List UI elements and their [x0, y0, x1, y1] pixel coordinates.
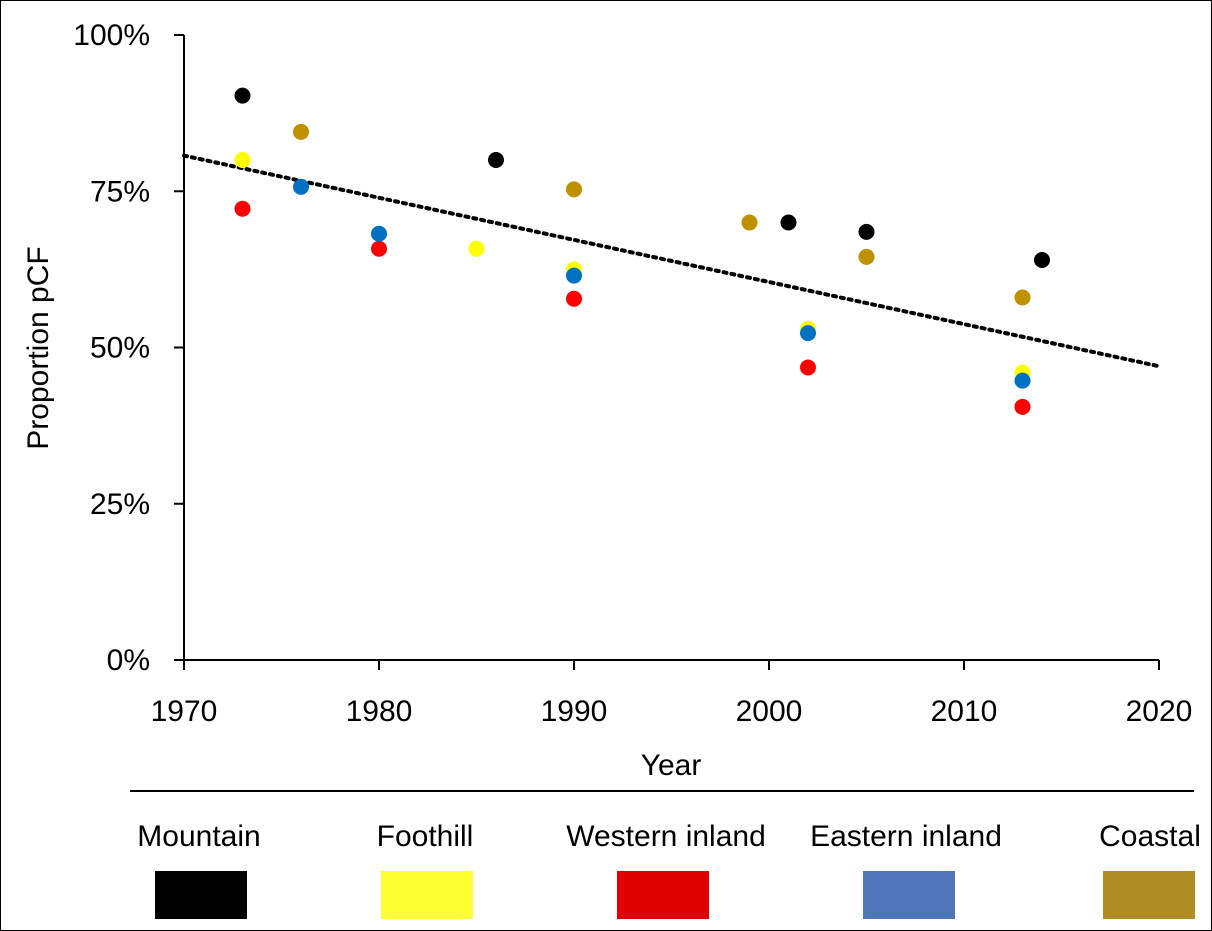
y-tick-label: 75%: [90, 175, 150, 208]
point-eastern-inland: [371, 225, 387, 242]
legend-label-western-inland: Western inland: [566, 820, 766, 853]
y-tick-label: 0%: [107, 644, 150, 677]
point-foothill: [234, 152, 251, 168]
x-tick-label: 2010: [931, 695, 998, 728]
legend-label-foothill: Foothill: [377, 820, 474, 853]
legend-swatch-mountain: [155, 871, 247, 919]
trendline: [182, 153, 1161, 369]
point-coastal: [858, 248, 875, 265]
point-western-inland: [566, 290, 582, 307]
point-eastern-inland: [566, 267, 582, 284]
point-eastern-inland: [293, 178, 309, 195]
legend-swatch-coastal: [1103, 871, 1195, 919]
point-coastal: [1014, 289, 1031, 306]
y-tick-label: 25%: [90, 488, 150, 521]
y-axis-label: Proportion pCF: [22, 246, 55, 449]
point-western-inland: [1014, 398, 1031, 415]
y-tick-label: 100%: [73, 19, 150, 52]
y-tick-label: 50%: [90, 332, 150, 365]
point-eastern-inland: [800, 325, 816, 342]
x-tick-label: 2020: [1126, 695, 1193, 728]
axes: 0% 25% 50% 75% 100% 1970 1980 1990 2000 2010 2020: [73, 19, 1192, 728]
x-tick-label: 1980: [346, 695, 413, 728]
point-mountain: [234, 87, 251, 104]
legend-label-mountain: Mountain: [137, 820, 260, 853]
legend-swatch-eastern-inland: [863, 871, 955, 919]
point-mountain: [488, 152, 504, 168]
x-tick-label: 1970: [151, 695, 218, 728]
point-western-inland: [371, 240, 387, 257]
point-western-inland: [234, 200, 251, 217]
legend-label-eastern-inland: Eastern inland: [810, 820, 1002, 853]
x-axis-label: Year: [641, 749, 702, 782]
point-mountain: [1034, 252, 1050, 268]
point-foothill: [468, 240, 485, 257]
point-mountain: [858, 223, 875, 240]
point-coastal: [293, 123, 309, 140]
trendline-path: [182, 153, 1161, 369]
point-eastern-inland: [1014, 372, 1031, 389]
point-mountain: [780, 214, 797, 231]
x-tick-label: 2000: [736, 695, 803, 728]
point-western-inland: [800, 359, 816, 376]
point-coastal: [566, 181, 582, 198]
x-tick-label: 1990: [541, 695, 608, 728]
legend-swatch-foothill: [381, 871, 473, 919]
legend-label-coastal: Coastal: [1099, 820, 1201, 853]
legend-swatch-western-inland: [617, 871, 709, 919]
data-points: [234, 87, 1050, 415]
point-coastal: [741, 214, 758, 231]
legend: Mountain Foothill Western inland Eastern in…: [137, 820, 1201, 919]
